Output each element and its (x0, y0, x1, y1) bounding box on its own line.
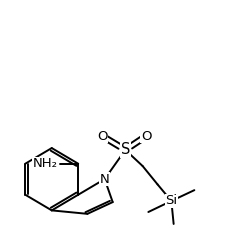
Text: O: O (97, 130, 107, 143)
Text: N: N (99, 173, 109, 186)
Text: S: S (120, 142, 129, 157)
Text: O: O (140, 130, 151, 143)
Text: NH₂: NH₂ (32, 157, 57, 170)
Text: Si: Si (165, 194, 177, 207)
